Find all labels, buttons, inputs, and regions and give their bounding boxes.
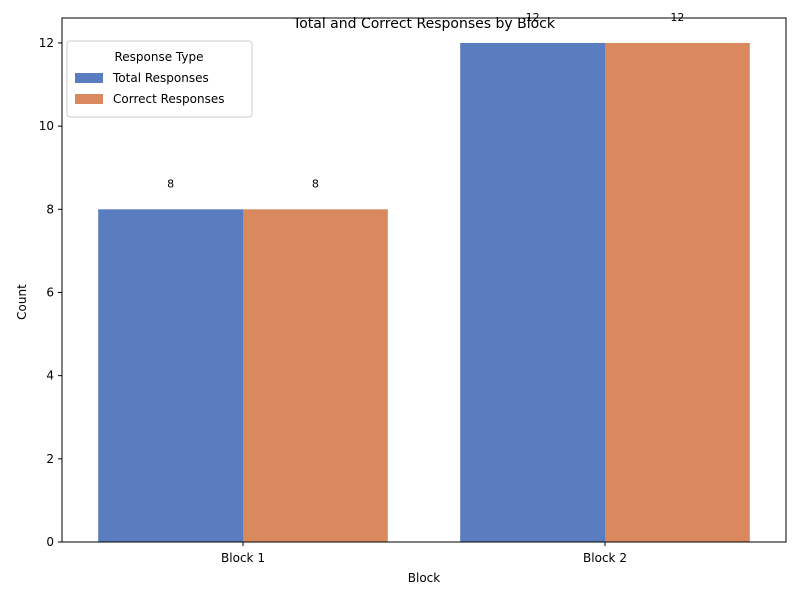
y-tick-label: 12 (39, 36, 54, 50)
x-axis-label: Block (408, 571, 441, 585)
legend-frame (66, 40, 253, 118)
data-label-correct-responses-1: 8 (312, 177, 319, 190)
plot-area: 8 8 Block 1 12 12 Block 2 0 2 4 6 8 10 12 (39, 11, 787, 565)
legend-label-total-responses: Total Responses (112, 71, 209, 85)
y-tick-label: 8 (46, 202, 54, 216)
data-label-correct-responses-2: 12 (670, 11, 684, 24)
bar-total-responses-2 (460, 42, 605, 542)
y-tick-label: 4 (46, 369, 54, 383)
legend-swatch-total-responses (75, 73, 103, 83)
y-tick-label: 2 (46, 452, 54, 466)
bar-total-responses-1 (98, 209, 243, 543)
legend-title: Response Type (114, 50, 203, 64)
bar-correct-responses-2 (605, 42, 750, 542)
legend-label-correct-responses: Correct Responses (113, 92, 225, 106)
x-tick-label: Block 1 (221, 551, 265, 565)
chart-title: Total and Correct Responses by Block (292, 16, 556, 32)
y-tick-label: 10 (39, 119, 54, 133)
data-label-total-responses-2: 12 (526, 11, 540, 24)
legend: Response Type Total Responses Correct Re… (66, 40, 253, 118)
legend-swatch-correct-responses (75, 94, 103, 104)
data-label-total-responses-1: 8 (167, 177, 174, 190)
y-tick-label: 6 (46, 285, 54, 299)
y-axis-label: Count (15, 284, 29, 320)
axes-frame (61, 17, 787, 543)
y-tick-label: 0 (46, 535, 54, 549)
bar-correct-responses-1 (243, 209, 388, 543)
x-tick-label: Block 2 (583, 551, 627, 565)
